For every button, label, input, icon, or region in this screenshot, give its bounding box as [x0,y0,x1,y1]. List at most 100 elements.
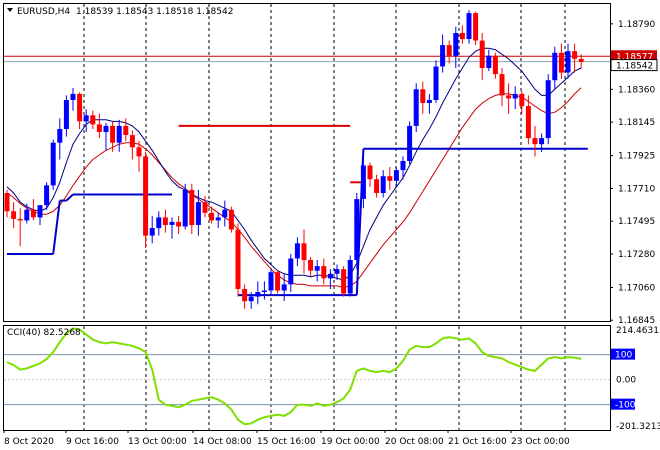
candle-body [387,176,393,181]
candle-body [565,51,571,73]
time-tick-label: 8 Oct 2020 [4,437,54,447]
cci-pane[interactable]: 214.4631 100 0.00 -100 -201.3213 CCI(40) 82.… [3,325,660,433]
cci-axis-label: 214.4631 [616,326,659,336]
candle-body [136,147,142,157]
candle-body [209,212,215,221]
band-lower-connector [52,200,61,255]
candle-body [539,138,545,145]
candle-body [143,156,149,236]
cci-series-line [6,327,582,426]
candle-body [63,100,69,129]
current-price-tag [610,59,658,72]
candle-body [473,13,479,41]
candle-body [202,202,208,213]
price-tick-label: 1.17925 [618,152,655,162]
candle-body [176,221,182,227]
candle-body [90,115,96,125]
time-tick-label: 9 Oct 16:00 [66,437,119,447]
ma-fast-line [6,47,582,281]
candle-body [228,209,234,230]
symbol-label: EURUSD,H4 [17,7,70,17]
candle-body [413,89,419,126]
candle-body [242,289,248,302]
candle-body [466,13,472,39]
candle-body [334,269,340,274]
price-tick-label: 1.17060 [618,284,655,294]
candle-body [261,290,267,292]
candle-body [96,124,102,132]
time-tick-label: 21 Oct 16:00 [448,437,507,447]
price-tick-label: 1.17495 [618,217,655,227]
price-pane-frame [3,3,611,322]
price-tick-label: 1.18790 [618,20,655,30]
candle-body [235,229,241,289]
candle-body [24,209,30,221]
candle-body [288,258,294,285]
candle-body [129,135,135,148]
candle-body [116,125,122,143]
candle-body [407,125,413,161]
candle-body [314,266,320,271]
candle-body [453,33,459,56]
price-tick-label: 1.16845 [618,316,655,326]
candle-body [552,52,558,81]
candle-body [301,243,307,261]
candle-body [327,273,333,279]
cci-level-tag [611,398,635,410]
candle-body [156,217,162,229]
candle-body [321,266,327,279]
candle-body [420,89,426,103]
candle-body [50,142,56,186]
candle-body [360,165,366,199]
price-tick-label: 1.17280 [618,250,655,260]
candle-body [11,211,17,219]
candle-body [519,93,525,107]
price-tick-label: 1.17710 [618,184,655,194]
candle-body [57,129,63,143]
band-lower-connector [65,193,74,202]
candle-body [195,202,201,225]
cci-series [6,327,582,426]
price-tick-label: 1.18145 [618,118,655,128]
dropdown-triangle-icon[interactable] [7,8,13,12]
time-tick-label: 15 Oct 16:00 [257,437,316,447]
cci-axis-labels: 214.4631 100 0.00 -100 -201.3213 [611,326,660,432]
candle-body [393,170,399,181]
candle-body [70,93,76,100]
candle-body [281,284,287,291]
current-price-tag-label: 1.18542 [616,62,653,72]
cci-title: CCI(40) 82.5268 [7,328,81,338]
candle-body [486,55,492,68]
candle-body [499,74,505,96]
candle-body [44,185,50,206]
candle-body [525,106,531,139]
candle-body [354,199,360,261]
candle-body [275,272,281,291]
candle-body [4,193,10,212]
candle-body [248,296,254,302]
candle-body [440,45,446,67]
price-tick-label: 1.18360 [618,85,655,95]
candle-body [512,93,518,99]
candle-body [149,228,155,236]
cci-axis-label: 100 [615,351,632,361]
candle-body [308,260,314,271]
price-pane[interactable]: 1.187901.185751.183601.181451.179251.177… [3,3,658,327]
time-tick-label: 14 Oct 08:00 [193,437,252,447]
chart-header: EURUSD,H4 1.18539 1.18543 1.18518 1.1854… [7,7,233,17]
candle-body [83,115,89,122]
candle-body [222,209,228,218]
candle-body [103,125,109,132]
time-axis: 8 Oct 2020 9 Oct 16:00 13 Oct 00:00 14 Oct … [3,430,570,447]
candle-body [341,269,347,294]
candle-body [572,51,578,59]
candle-body [110,125,116,143]
time-tick-label: 20 Oct 08:00 [385,437,444,447]
candle-body [347,260,353,294]
candle-body [367,165,373,180]
upper-price-tag-label: 1.18577 [616,52,653,62]
candle-body [30,209,36,218]
cci-axis-label: -201.3213 [616,422,660,432]
